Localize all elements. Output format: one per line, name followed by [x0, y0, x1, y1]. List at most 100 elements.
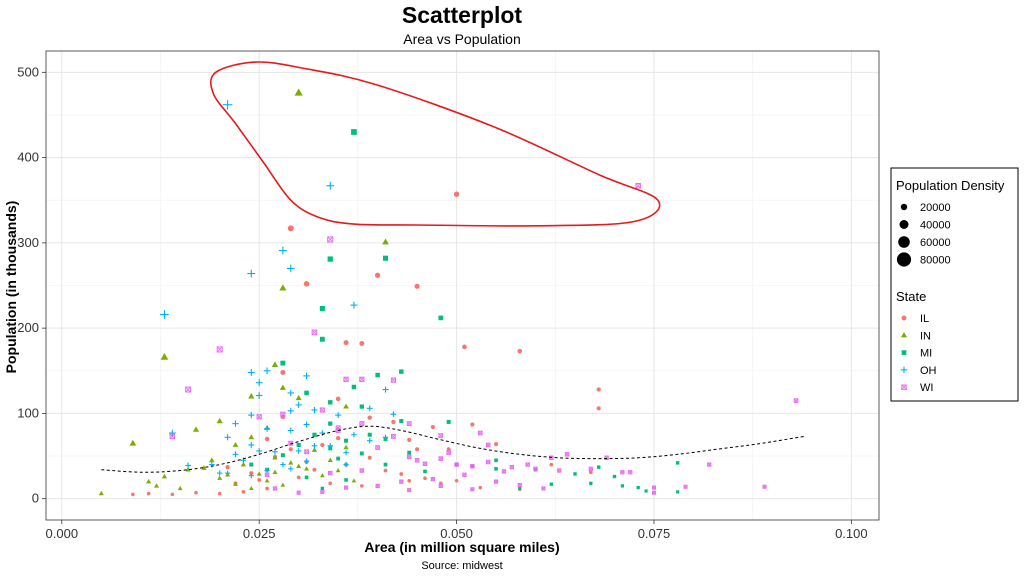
x-tick-label: 0.025 — [243, 526, 276, 541]
data-point-oh — [350, 301, 358, 309]
data-point-il — [194, 490, 198, 495]
legend-label-mi: MI — [920, 348, 932, 360]
data-point-il — [360, 484, 364, 488]
data-point-wi — [280, 411, 286, 417]
data-point-wi — [454, 462, 459, 467]
data-point-in — [311, 447, 318, 452]
data-point-il — [328, 481, 333, 486]
data-point-il — [414, 283, 420, 289]
data-point-in — [160, 353, 169, 360]
smooth-trend-line — [101, 425, 805, 473]
encircle-outline — [209, 61, 661, 227]
legend-size-label: 80000 — [920, 255, 951, 267]
data-point-wi — [343, 376, 349, 382]
data-point-wi — [320, 489, 325, 494]
data-point-in — [351, 478, 357, 483]
data-point-il — [462, 344, 467, 350]
data-point-oh — [248, 411, 255, 419]
data-point-mi — [399, 419, 404, 424]
data-point-il — [453, 191, 460, 197]
data-point-wi — [446, 450, 451, 455]
y-tick-label: 300 — [17, 235, 39, 250]
data-point-oh — [382, 386, 389, 393]
data-point-oh — [366, 437, 373, 444]
data-point-wi — [327, 236, 334, 243]
data-point-mi — [589, 481, 593, 486]
data-point-wi — [509, 464, 515, 470]
grid-lines — [46, 51, 879, 520]
data-point-wi — [438, 483, 443, 488]
data-point-in — [240, 461, 247, 467]
data-point-mi — [375, 372, 380, 378]
data-point-wi — [296, 490, 301, 495]
data-point-in — [343, 444, 349, 450]
data-point-in — [271, 361, 279, 368]
chart-title: Scatterplot — [402, 2, 522, 28]
legend: Population Density 20000400006000080000 … — [890, 167, 1019, 402]
data-point-il — [478, 485, 483, 490]
data-point-wi — [359, 421, 365, 427]
data-point-in — [294, 88, 303, 96]
data-point-mi — [359, 404, 364, 409]
data-point-wi — [185, 386, 192, 393]
data-point-oh — [287, 407, 294, 414]
data-point-oh — [248, 473, 254, 479]
data-point-il — [146, 491, 151, 496]
data-point-in — [279, 384, 286, 390]
data-point-wi — [216, 346, 223, 353]
data-point-il — [335, 396, 341, 402]
data-point-mi — [304, 475, 309, 480]
data-point-mi — [351, 129, 357, 135]
y-tick-label: 200 — [17, 320, 39, 335]
data-point-wi — [485, 442, 491, 448]
data-point-oh — [232, 451, 239, 458]
y-axis-title: Population (in thousands) — [3, 201, 19, 374]
data-point-wi — [430, 476, 436, 482]
data-point-mi — [407, 450, 412, 455]
chart-subtitle: Area vs Population — [403, 31, 521, 47]
data-point-in — [233, 481, 238, 486]
data-point-mi — [494, 467, 498, 471]
data-point-oh — [286, 264, 295, 273]
data-point-wi — [635, 182, 641, 189]
data-point-wi — [319, 407, 325, 413]
data-point-il — [596, 406, 601, 411]
legend-color-entries: IL IN MI OH WI — [900, 313, 937, 394]
legend-key-oh — [900, 366, 908, 374]
legend-label-wi: WI — [920, 382, 933, 394]
legend-label-oh: OH — [920, 365, 937, 377]
data-point-oh — [287, 427, 294, 434]
data-point-wi — [525, 462, 530, 467]
data-point-il — [446, 447, 451, 452]
data-point-il — [296, 475, 301, 480]
data-point-wi — [470, 464, 475, 469]
data-point-mi — [423, 469, 427, 474]
data-point-mi — [319, 336, 325, 342]
data-point-wi — [517, 482, 522, 488]
plot-panel-border — [45, 50, 880, 521]
data-point-mi — [367, 432, 372, 437]
data-point-mi — [328, 421, 333, 426]
data-point-wi — [683, 484, 688, 489]
data-point-mi — [296, 442, 301, 448]
data-point-mi — [675, 461, 680, 465]
data-point-mi — [328, 400, 333, 405]
data-point-in — [327, 457, 333, 463]
data-point-mi — [359, 451, 364, 456]
data-point-il — [288, 447, 293, 452]
legend-color-title: State — [896, 289, 926, 304]
data-point-wi — [304, 449, 309, 455]
data-point-oh — [343, 461, 349, 468]
data-point-mi — [312, 432, 317, 437]
data-point-oh — [343, 449, 349, 456]
data-point-oh — [185, 462, 192, 469]
data-point-wi — [707, 462, 712, 467]
data-point-il — [335, 435, 341, 441]
data-point-mi — [676, 490, 680, 494]
data-point-il — [280, 369, 286, 376]
data-point-oh — [303, 458, 310, 464]
data-point-in — [146, 478, 152, 484]
data-point-in — [319, 473, 325, 478]
data-point-oh — [160, 310, 169, 319]
